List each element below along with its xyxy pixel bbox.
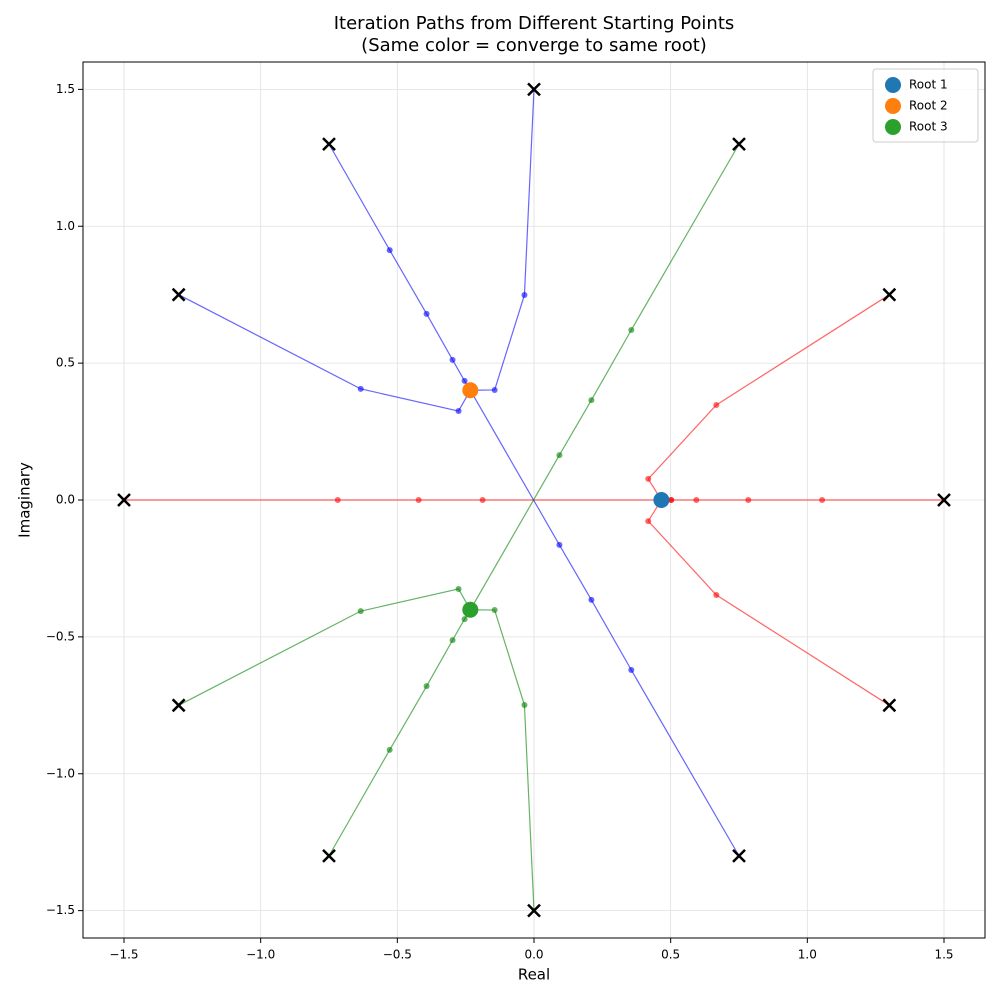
iteration-path bbox=[647, 294, 890, 501]
legend-label: Root 2 bbox=[909, 99, 948, 113]
start-marker bbox=[937, 493, 951, 507]
iteration-path bbox=[178, 294, 471, 412]
iterate-point bbox=[491, 607, 498, 614]
start-marker bbox=[527, 82, 541, 97]
iterate-point bbox=[668, 497, 675, 503]
x-tick-label: −0.5 bbox=[383, 948, 412, 962]
iteration-path bbox=[328, 609, 471, 857]
iteration-path bbox=[469, 389, 740, 857]
iterate-point bbox=[423, 683, 430, 690]
start-marker bbox=[322, 137, 336, 152]
start-marker bbox=[732, 848, 746, 863]
iterate-point bbox=[745, 497, 752, 503]
y-tick-label: 0.5 bbox=[56, 356, 75, 370]
legend-label: Root 1 bbox=[909, 78, 948, 92]
legend-label: Root 3 bbox=[909, 120, 948, 134]
iteration-path bbox=[469, 143, 740, 611]
x-tick-label: 0.5 bbox=[661, 948, 680, 962]
iterate-point bbox=[386, 746, 393, 753]
iterate-point bbox=[645, 518, 652, 525]
start-marker bbox=[882, 287, 897, 302]
iterate-point bbox=[588, 596, 595, 603]
iterate-point bbox=[461, 616, 468, 623]
y-tick-label: 1.0 bbox=[56, 219, 75, 233]
chart-subtitle: (Same color = converge to same root) bbox=[361, 35, 707, 56]
legend-marker bbox=[885, 98, 901, 114]
iteration-path bbox=[647, 499, 890, 706]
x-tick-label: −1.5 bbox=[109, 948, 138, 962]
y-tick-label: −0.5 bbox=[46, 629, 75, 643]
iterate-point bbox=[415, 497, 422, 503]
iterate-point bbox=[556, 541, 563, 548]
iteration-path bbox=[470, 609, 535, 911]
start-marker bbox=[322, 848, 336, 863]
iterate-point bbox=[628, 666, 635, 673]
iteration-path bbox=[470, 89, 535, 391]
iterate-point bbox=[357, 608, 364, 615]
iterate-point bbox=[386, 247, 393, 254]
iterate-point bbox=[693, 497, 700, 503]
chart-title: Iteration Paths from Different Starting … bbox=[334, 13, 735, 34]
start-marker bbox=[527, 903, 541, 918]
iterate-point bbox=[713, 591, 720, 598]
y-tick-label: 0.0 bbox=[56, 493, 75, 507]
iterate-point bbox=[334, 497, 341, 503]
root-marker bbox=[462, 601, 479, 618]
iterate-point bbox=[357, 385, 364, 392]
iterate-point bbox=[819, 497, 826, 503]
iterate-point bbox=[455, 585, 462, 592]
y-tick-label: 1.5 bbox=[56, 82, 75, 96]
start-marker bbox=[117, 493, 131, 507]
x-axis-label: Real bbox=[518, 966, 550, 984]
start-marker bbox=[732, 137, 746, 152]
iterate-point bbox=[588, 397, 595, 404]
root-marker bbox=[462, 382, 479, 399]
iterate-point bbox=[491, 386, 498, 393]
start-marker bbox=[171, 287, 186, 302]
start-marker bbox=[882, 698, 897, 713]
iterate-point bbox=[628, 327, 635, 334]
x-tick-label: −1.0 bbox=[246, 948, 275, 962]
legend-marker bbox=[885, 119, 901, 135]
iterate-point bbox=[423, 310, 430, 317]
legend-marker bbox=[885, 77, 901, 93]
iterate-point bbox=[713, 402, 720, 409]
y-axis-label: Imaginary bbox=[16, 462, 34, 538]
root-marker bbox=[653, 492, 670, 508]
plot-frame bbox=[82, 61, 986, 939]
iterate-point bbox=[449, 637, 456, 644]
start-marker bbox=[171, 698, 186, 713]
x-tick-label: 1.0 bbox=[798, 948, 817, 962]
y-tick-label: −1.0 bbox=[46, 766, 75, 780]
x-tick-label: 1.5 bbox=[934, 948, 953, 962]
iterate-point bbox=[479, 497, 486, 503]
iterate-point bbox=[461, 377, 468, 384]
iterate-point bbox=[521, 702, 528, 709]
iteration-path bbox=[328, 143, 471, 391]
iteration-path bbox=[178, 588, 471, 706]
iterate-point bbox=[455, 408, 462, 415]
y-tick-label: −1.5 bbox=[46, 903, 75, 917]
iterate-point bbox=[521, 291, 528, 298]
iterate-point bbox=[556, 452, 563, 459]
x-tick-label: 0.0 bbox=[524, 948, 543, 962]
iterate-point bbox=[645, 475, 652, 482]
iterate-point bbox=[449, 356, 456, 363]
